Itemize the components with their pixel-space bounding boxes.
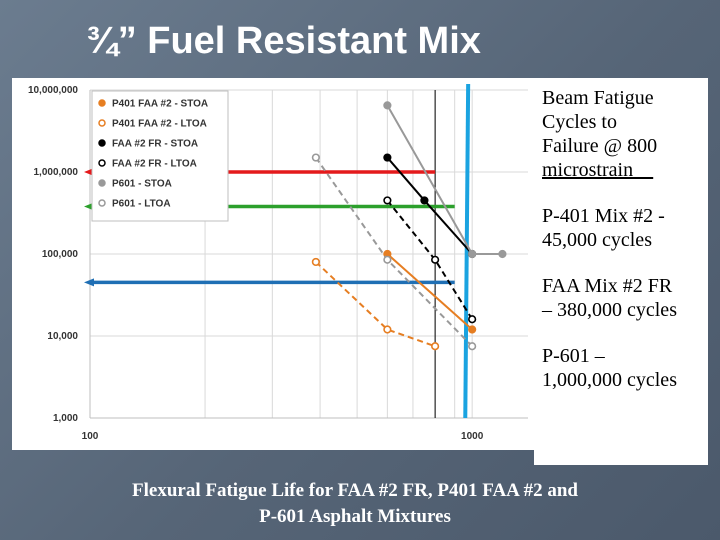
info-item-faa-fr: FAA Mix #2 FR – 380,000 cycles xyxy=(542,274,702,322)
legend-marker xyxy=(98,119,106,127)
series-line xyxy=(386,104,503,255)
data-point xyxy=(420,196,429,205)
data-point xyxy=(468,249,477,259)
legend-marker xyxy=(98,179,106,187)
info-item-line: P-601 – xyxy=(542,345,605,367)
data-point xyxy=(311,153,320,162)
legend-marker xyxy=(98,139,106,147)
data-point xyxy=(431,342,440,351)
data-point xyxy=(383,325,392,334)
info-item-line: P-401 Mix #2 - xyxy=(542,205,665,227)
legend-marker xyxy=(98,199,106,207)
data-point xyxy=(311,257,320,267)
data-point xyxy=(383,255,392,264)
data-point xyxy=(468,342,477,351)
data-point xyxy=(468,325,477,334)
caption-line: P-601 Asphalt Mixtures xyxy=(259,506,451,527)
data-point xyxy=(383,101,392,110)
caption-line: Flexural Fatigue Life for FAA #2 FR, P40… xyxy=(132,480,578,501)
legend-label: P601 - LTOA xyxy=(112,199,171,210)
reference-arrow xyxy=(84,278,94,287)
data-point xyxy=(468,315,477,324)
info-item-p401: P-401 Mix #2 - 45,000 cycles xyxy=(542,204,702,252)
chart-panel: 1,000 10,000 100,000 1,000,000 10,000,000 100… xyxy=(12,78,534,450)
legend-label: P401 FAA #2 - STOA xyxy=(112,99,208,110)
legend-marker xyxy=(98,159,106,167)
info-item-line: FAA Mix #2 FR xyxy=(542,275,673,297)
x-tick-label: 100 xyxy=(82,431,99,442)
legend-label: P601 - STOA xyxy=(112,179,172,190)
data-point xyxy=(498,249,507,259)
info-box: Beam Fatigue Cycles to Failure @ 800 mic… xyxy=(534,78,708,465)
caption: Flexural Fatigue Life for FAA #2 FR, P40… xyxy=(40,478,670,530)
legend-marker xyxy=(98,99,106,107)
y-tick-label: 1,000 xyxy=(53,413,78,424)
series-line xyxy=(315,261,436,348)
legend-label: FAA #2 FR - LTOA xyxy=(112,159,197,170)
info-item-line: 45,000 cycles xyxy=(542,229,652,251)
x-tick-label: 1000 xyxy=(461,431,484,442)
info-item-line: 1,000,000 cycles xyxy=(542,369,677,391)
info-item-p601: P-601 – 1,000,000 cycles xyxy=(542,344,702,392)
info-heading-line: Cycles to xyxy=(542,111,617,133)
info-heading-line: Failure @ 800 xyxy=(542,135,658,157)
fatigue-chart: 1,000 10,000 100,000 1,000,000 10,000,000 100… xyxy=(28,83,528,442)
y-tick-label: 10,000 xyxy=(47,331,78,342)
series-line xyxy=(315,156,473,347)
info-heading-underlined: microstrain__ xyxy=(542,159,654,181)
y-tick-label: 100,000 xyxy=(42,249,79,260)
legend-label: P401 FAA #2 - LTOA xyxy=(112,119,207,130)
series-line xyxy=(386,253,473,331)
reference-line-cyan xyxy=(463,83,471,419)
legend-box xyxy=(91,90,229,222)
info-heading: Beam Fatigue Cycles to Failure @ 800 mic… xyxy=(542,86,702,182)
slide-title: ¾” Fuel Resistant Mix xyxy=(86,20,481,62)
data-point xyxy=(383,196,392,205)
y-tick-label: 1,000,000 xyxy=(34,167,79,178)
data-point xyxy=(431,255,440,264)
info-item-line: – 380,000 cycles xyxy=(542,299,677,321)
series-line xyxy=(386,199,474,320)
y-tick-label: 10,000,000 xyxy=(28,85,78,96)
info-heading-line: Beam Fatigue xyxy=(542,87,654,109)
data-point xyxy=(383,153,392,162)
legend-label: FAA #2 FR - STOA xyxy=(112,139,198,150)
